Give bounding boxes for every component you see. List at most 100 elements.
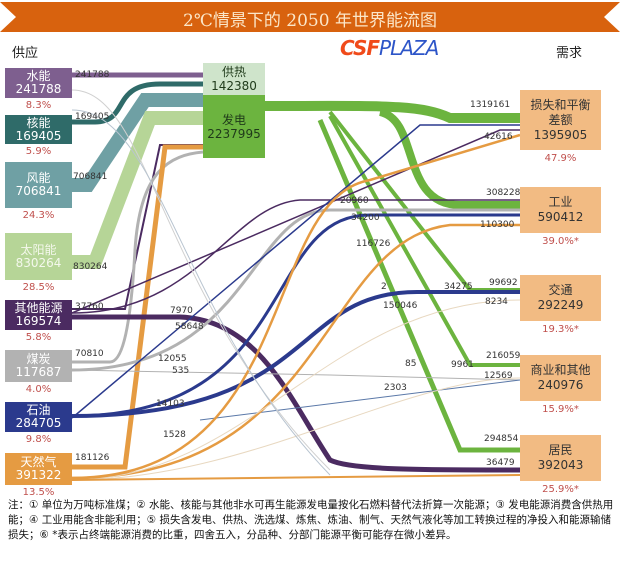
flow-oil-industry <box>71 213 520 418</box>
flow-label: 308228 <box>486 188 521 198</box>
demand-value: 1395905 <box>533 127 588 142</box>
flow-other-loss <box>71 129 520 314</box>
flow-label: 12569 <box>484 371 513 381</box>
footnote: 注：① 单位为万吨标准煤；② 水能、核能与其他非水可再生能源发电量按化石燃料替代… <box>8 499 614 541</box>
flow-oil-transport <box>71 289 520 418</box>
flow-wind <box>72 93 203 192</box>
demand-box-1: 工业 590412 <box>520 187 601 233</box>
supply-value: 391322 <box>15 468 62 482</box>
flow-power-transport <box>328 110 520 292</box>
flow-label: 9961 <box>451 360 474 370</box>
conversion-box-1: 发电 2237995 <box>203 95 265 158</box>
supply-box-1: 核能 169405 <box>5 115 72 144</box>
flow-label: 706841 <box>73 172 108 182</box>
demand-name: 工业 <box>548 195 573 209</box>
supply-box-5: 煤炭 117687 <box>5 350 72 382</box>
flow-power-commercial <box>328 115 520 367</box>
flow-label: 169405 <box>75 112 110 122</box>
title-banner <box>0 2 620 32</box>
flow-label: 42616 <box>484 132 513 142</box>
flow-minor-1 <box>71 89 331 471</box>
conversion-box-0: 供热 142380 <box>203 63 265 95</box>
flow-power-residential <box>317 119 520 453</box>
supply-box-0: 水能 241788 <box>5 68 72 98</box>
flow-label: 110300 <box>480 220 515 230</box>
demand-value: 590412 <box>537 210 584 224</box>
supply-value: 169405 <box>15 128 62 143</box>
demand-box-4: 居民 392043 <box>520 435 601 481</box>
flow-label: 830264 <box>73 262 108 272</box>
flow-label: 116726 <box>356 239 391 249</box>
demand-name: 交通 <box>548 283 573 297</box>
supply-box-4: 其他能源 169574 <box>5 300 72 330</box>
supply-value: 117687 <box>15 365 62 379</box>
flow-label: 12055 <box>158 354 187 364</box>
demand-name: 商业和其他 <box>530 363 591 377</box>
supply-pct: 5.8% <box>25 332 52 343</box>
demand-name-line2: 差额 <box>548 112 573 127</box>
flow-coal-power <box>72 150 204 364</box>
flow-solar <box>72 111 203 269</box>
supply-pct: 24.3% <box>22 210 55 221</box>
flow-label: 7970 <box>170 306 193 316</box>
flow-label: 150046 <box>383 301 418 311</box>
demand-box-0: 损失和平衡 差额 1395905 <box>520 90 601 150</box>
flow-label: 14103 <box>156 399 185 409</box>
flow-label: 70810 <box>75 349 104 359</box>
watermark-logo-plaza: PLAZA <box>379 36 439 60</box>
flow-nuclear <box>72 81 203 125</box>
demand-box-3: 商业和其他 240976 <box>520 355 601 401</box>
watermark-logo: CSFPLAZA <box>340 36 439 60</box>
flow-label: 2303 <box>384 383 407 393</box>
supply-pct: 13.5% <box>22 487 55 498</box>
demand-pct: 25.9%* <box>542 484 579 495</box>
supply-heading: 供应 <box>12 46 39 61</box>
flow-gas-loss <box>71 133 521 480</box>
conversion-name: 发电 <box>221 112 246 127</box>
flow-label: 34200 <box>351 213 380 223</box>
demand-name: 损失和平衡 <box>530 97 591 112</box>
flow-label: 241788 <box>75 70 110 80</box>
demand-pct: 19.3%* <box>542 324 579 335</box>
supply-name: 核能 <box>26 115 51 130</box>
demand-name: 居民 <box>548 443 573 457</box>
demand-value: 292249 <box>537 298 584 312</box>
flow-oil-commercial <box>199 379 521 421</box>
supply-name: 太阳能 <box>20 242 57 257</box>
supply-pct: 9.8% <box>25 434 52 445</box>
flow-label: 99692 <box>489 278 518 288</box>
flow-label: 36479 <box>486 458 515 468</box>
flow-other-industry <box>71 199 520 314</box>
supply-box-7: 天然气 391322 <box>5 453 72 485</box>
demand-heading: 需求 <box>556 46 583 61</box>
supply-name: 石油 <box>26 403 51 417</box>
flow-label: 294854 <box>484 434 519 444</box>
supply-pct: 4.0% <box>25 384 52 395</box>
supply-value: 241788 <box>15 82 62 96</box>
supply-name: 天然气 <box>20 455 57 469</box>
supply-pct: 8.3% <box>25 100 52 111</box>
supply-name: 风能 <box>26 171 51 185</box>
demand-value: 240976 <box>537 378 584 392</box>
conversion-name: 供热 <box>221 65 246 79</box>
flow-label: 85 <box>405 359 417 369</box>
flow-label: 34275 <box>444 282 473 292</box>
flow-coal-commercial <box>71 369 521 381</box>
supply-value: 830264 <box>15 255 62 270</box>
flow-coal-industry <box>71 208 520 372</box>
flow-power-loss <box>264 100 520 123</box>
demand-pct: 39.0%* <box>542 236 579 247</box>
supply-name: 水能 <box>26 69 51 83</box>
flow-label: 535 <box>172 366 190 376</box>
flow-gas-power <box>72 144 203 470</box>
flow-other-residential <box>72 314 521 473</box>
watermark-logo-csf: CSF <box>340 36 380 60</box>
flow-oil-loss <box>71 124 520 419</box>
flow-gas-industry <box>71 223 520 480</box>
demand-pct: 47.9% <box>544 153 577 164</box>
supply-box-6: 石油 284705 <box>5 402 72 432</box>
demand-value: 392043 <box>537 458 584 472</box>
flow-label: 8234 <box>485 297 508 307</box>
